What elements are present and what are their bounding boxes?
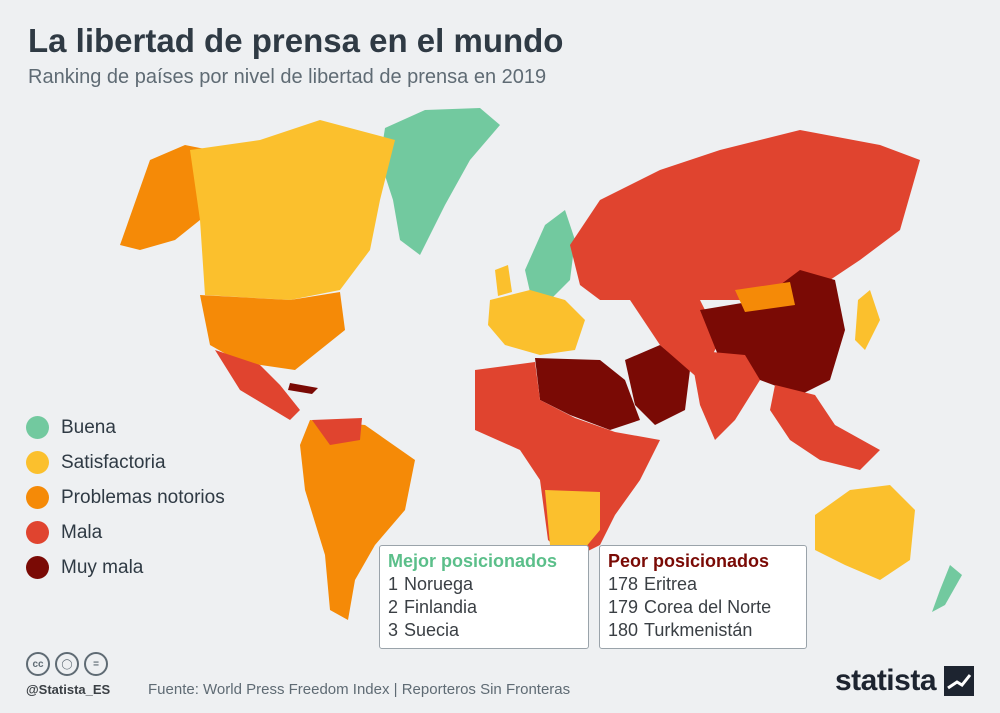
legend-dot-muy-mala: [26, 556, 49, 579]
page-subtitle: Ranking de países por nivel de libertad …: [28, 66, 547, 88]
region-europe: [488, 290, 585, 355]
region-alaska: [120, 145, 210, 250]
region-southeast-asia: [770, 385, 880, 470]
region-venezuela: [312, 418, 362, 445]
legend-dot-buena: [26, 416, 49, 439]
region-australia: [815, 485, 915, 580]
best-ranked-box: Mejor posicionados 1 Noruega 2 Finlandia 3…: [379, 545, 589, 649]
legend-item-buena: Buena: [26, 410, 225, 445]
worst-ranked-row: 179 Corea del Norte: [608, 596, 798, 619]
license-area: cc ◯ = @Statista_ES: [26, 652, 110, 697]
rank-number: 179: [608, 597, 639, 617]
rank-number: 180: [608, 620, 639, 640]
legend-item-muy-mala: Muy mala: [26, 550, 225, 585]
legend-dot-satisfactoria: [26, 451, 49, 474]
legend-dot-mala: [26, 521, 49, 544]
rank-number: 1: [388, 574, 399, 594]
region-south-america: [300, 420, 415, 620]
rank-number: 178: [608, 574, 639, 594]
region-mongolia: [735, 282, 795, 312]
worst-ranked-title: Peor posicionados: [608, 551, 770, 571]
region-greenland: [380, 108, 500, 255]
best-ranked-row: 1 Noruega: [388, 573, 580, 596]
region-cuba: [288, 383, 318, 394]
legend-item-satisfactoria: Satisfactoria: [26, 445, 225, 480]
legend-label: Muy mala: [61, 556, 144, 578]
region-canada: [190, 120, 395, 300]
rank-country: Eritrea: [644, 574, 698, 594]
legend-item-problemas: Problemas notorios: [26, 480, 225, 515]
legend-dot-problemas: [26, 486, 49, 509]
legend-label: Mala: [61, 521, 103, 543]
license-icons: cc ◯ =: [26, 652, 110, 676]
region-scandinavia: [525, 210, 575, 300]
nd-icon[interactable]: =: [84, 652, 108, 676]
best-ranked-row: 2 Finlandia: [388, 596, 580, 619]
by-icon[interactable]: ◯: [55, 652, 79, 676]
region-uk: [495, 265, 512, 296]
legend-label: Buena: [61, 416, 116, 438]
region-mexico: [215, 350, 300, 420]
region-arabia: [625, 345, 690, 425]
legend-label: Satisfactoria: [61, 451, 166, 473]
rank-country: Noruega: [404, 574, 474, 594]
region-southern-africa: [545, 490, 600, 560]
rank-number: 2: [388, 597, 399, 617]
rank-country: Finlandia: [404, 597, 478, 617]
rank-country: Corea del Norte: [644, 597, 772, 617]
best-ranked-row: 3 Suecia: [388, 619, 580, 642]
region-india: [690, 350, 760, 440]
legend-label: Problemas notorios: [61, 486, 225, 508]
region-japan: [855, 290, 880, 350]
region-new-zealand: [932, 565, 962, 612]
page-title: La libertad de prensa en el mundo: [28, 22, 564, 59]
rank-number: 3: [388, 620, 399, 640]
rank-country: Suecia: [404, 620, 460, 640]
region-russia: [570, 130, 920, 300]
statista-logo-icon: [944, 666, 974, 696]
worst-ranked-box: Peor posicionados 178 Eritrea 179 Corea de…: [599, 545, 807, 649]
social-handle[interactable]: @Statista_ES: [26, 682, 111, 697]
region-africa: [475, 362, 660, 560]
best-ranked-title: Mejor posicionados: [388, 551, 558, 571]
cc-icon[interactable]: cc: [26, 652, 50, 676]
worst-ranked-row: 178 Eritrea: [608, 573, 798, 596]
brand-name: statista: [834, 664, 937, 697]
brand[interactable]: statista: [835, 664, 974, 698]
region-usa: [200, 292, 345, 370]
rank-country: Turkmenistán: [644, 620, 753, 640]
source-text: Fuente: World Press Freedom Index | Repo…: [148, 681, 571, 698]
legend: Buena Satisfactoria Problemas notorios M…: [26, 410, 225, 585]
worst-ranked-row: 180 Turkmenistán: [608, 619, 798, 642]
region-north-africa: [535, 358, 640, 430]
legend-item-mala: Mala: [26, 515, 225, 550]
